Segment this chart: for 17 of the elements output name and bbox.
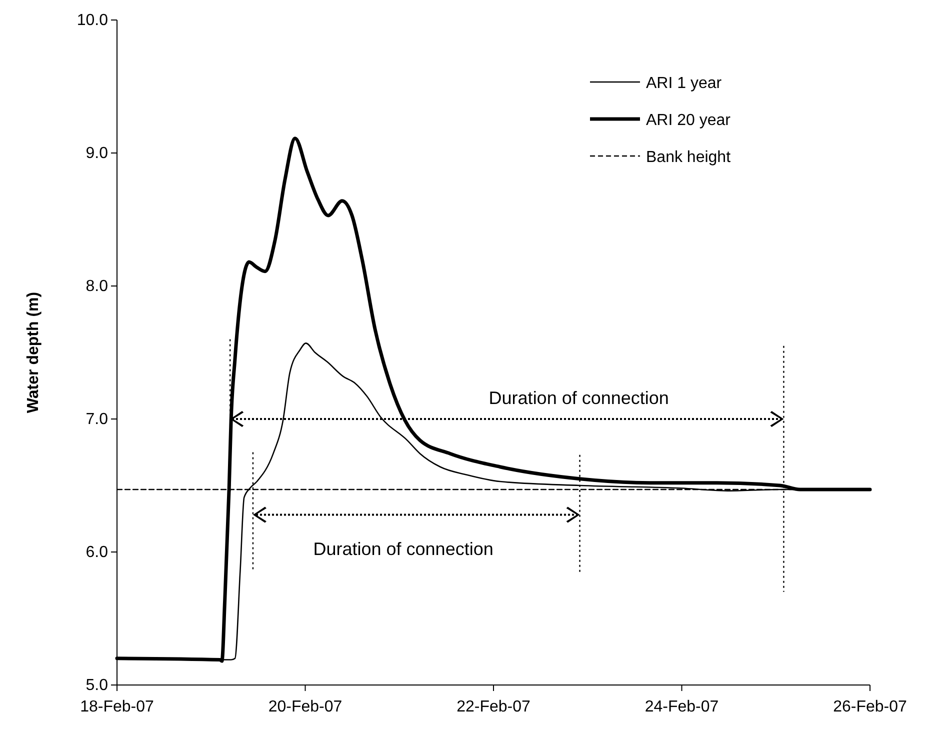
y-tick-label: 10.0 (76, 12, 108, 30)
y-tick-label: 9.0 (86, 145, 108, 162)
x-tick-label: 18-Feb-07 (80, 698, 154, 716)
y-tick-label: 8.0 (86, 278, 108, 296)
annotation: Duration of connection (313, 538, 494, 559)
y-axis-title: Water depth (m) (25, 292, 42, 414)
legend-label: ARI 1 year (646, 75, 722, 92)
y-tick-label: 5.0 (86, 677, 108, 694)
x-tick-label: 20-Feb-07 (268, 698, 342, 716)
y-tick-label: 6.0 (86, 544, 108, 562)
x-tick-label: 24-Feb-07 (644, 698, 719, 716)
x-tick-label: 22-Feb-07 (456, 698, 531, 716)
legend-label: Bank height (646, 149, 732, 166)
annotation: Duration of connection (488, 388, 669, 408)
y-tick-label: 7.0 (86, 411, 108, 428)
x-tick-label: 26-Feb-07 (833, 698, 908, 716)
legend-label: ARI 20 year (646, 112, 732, 129)
